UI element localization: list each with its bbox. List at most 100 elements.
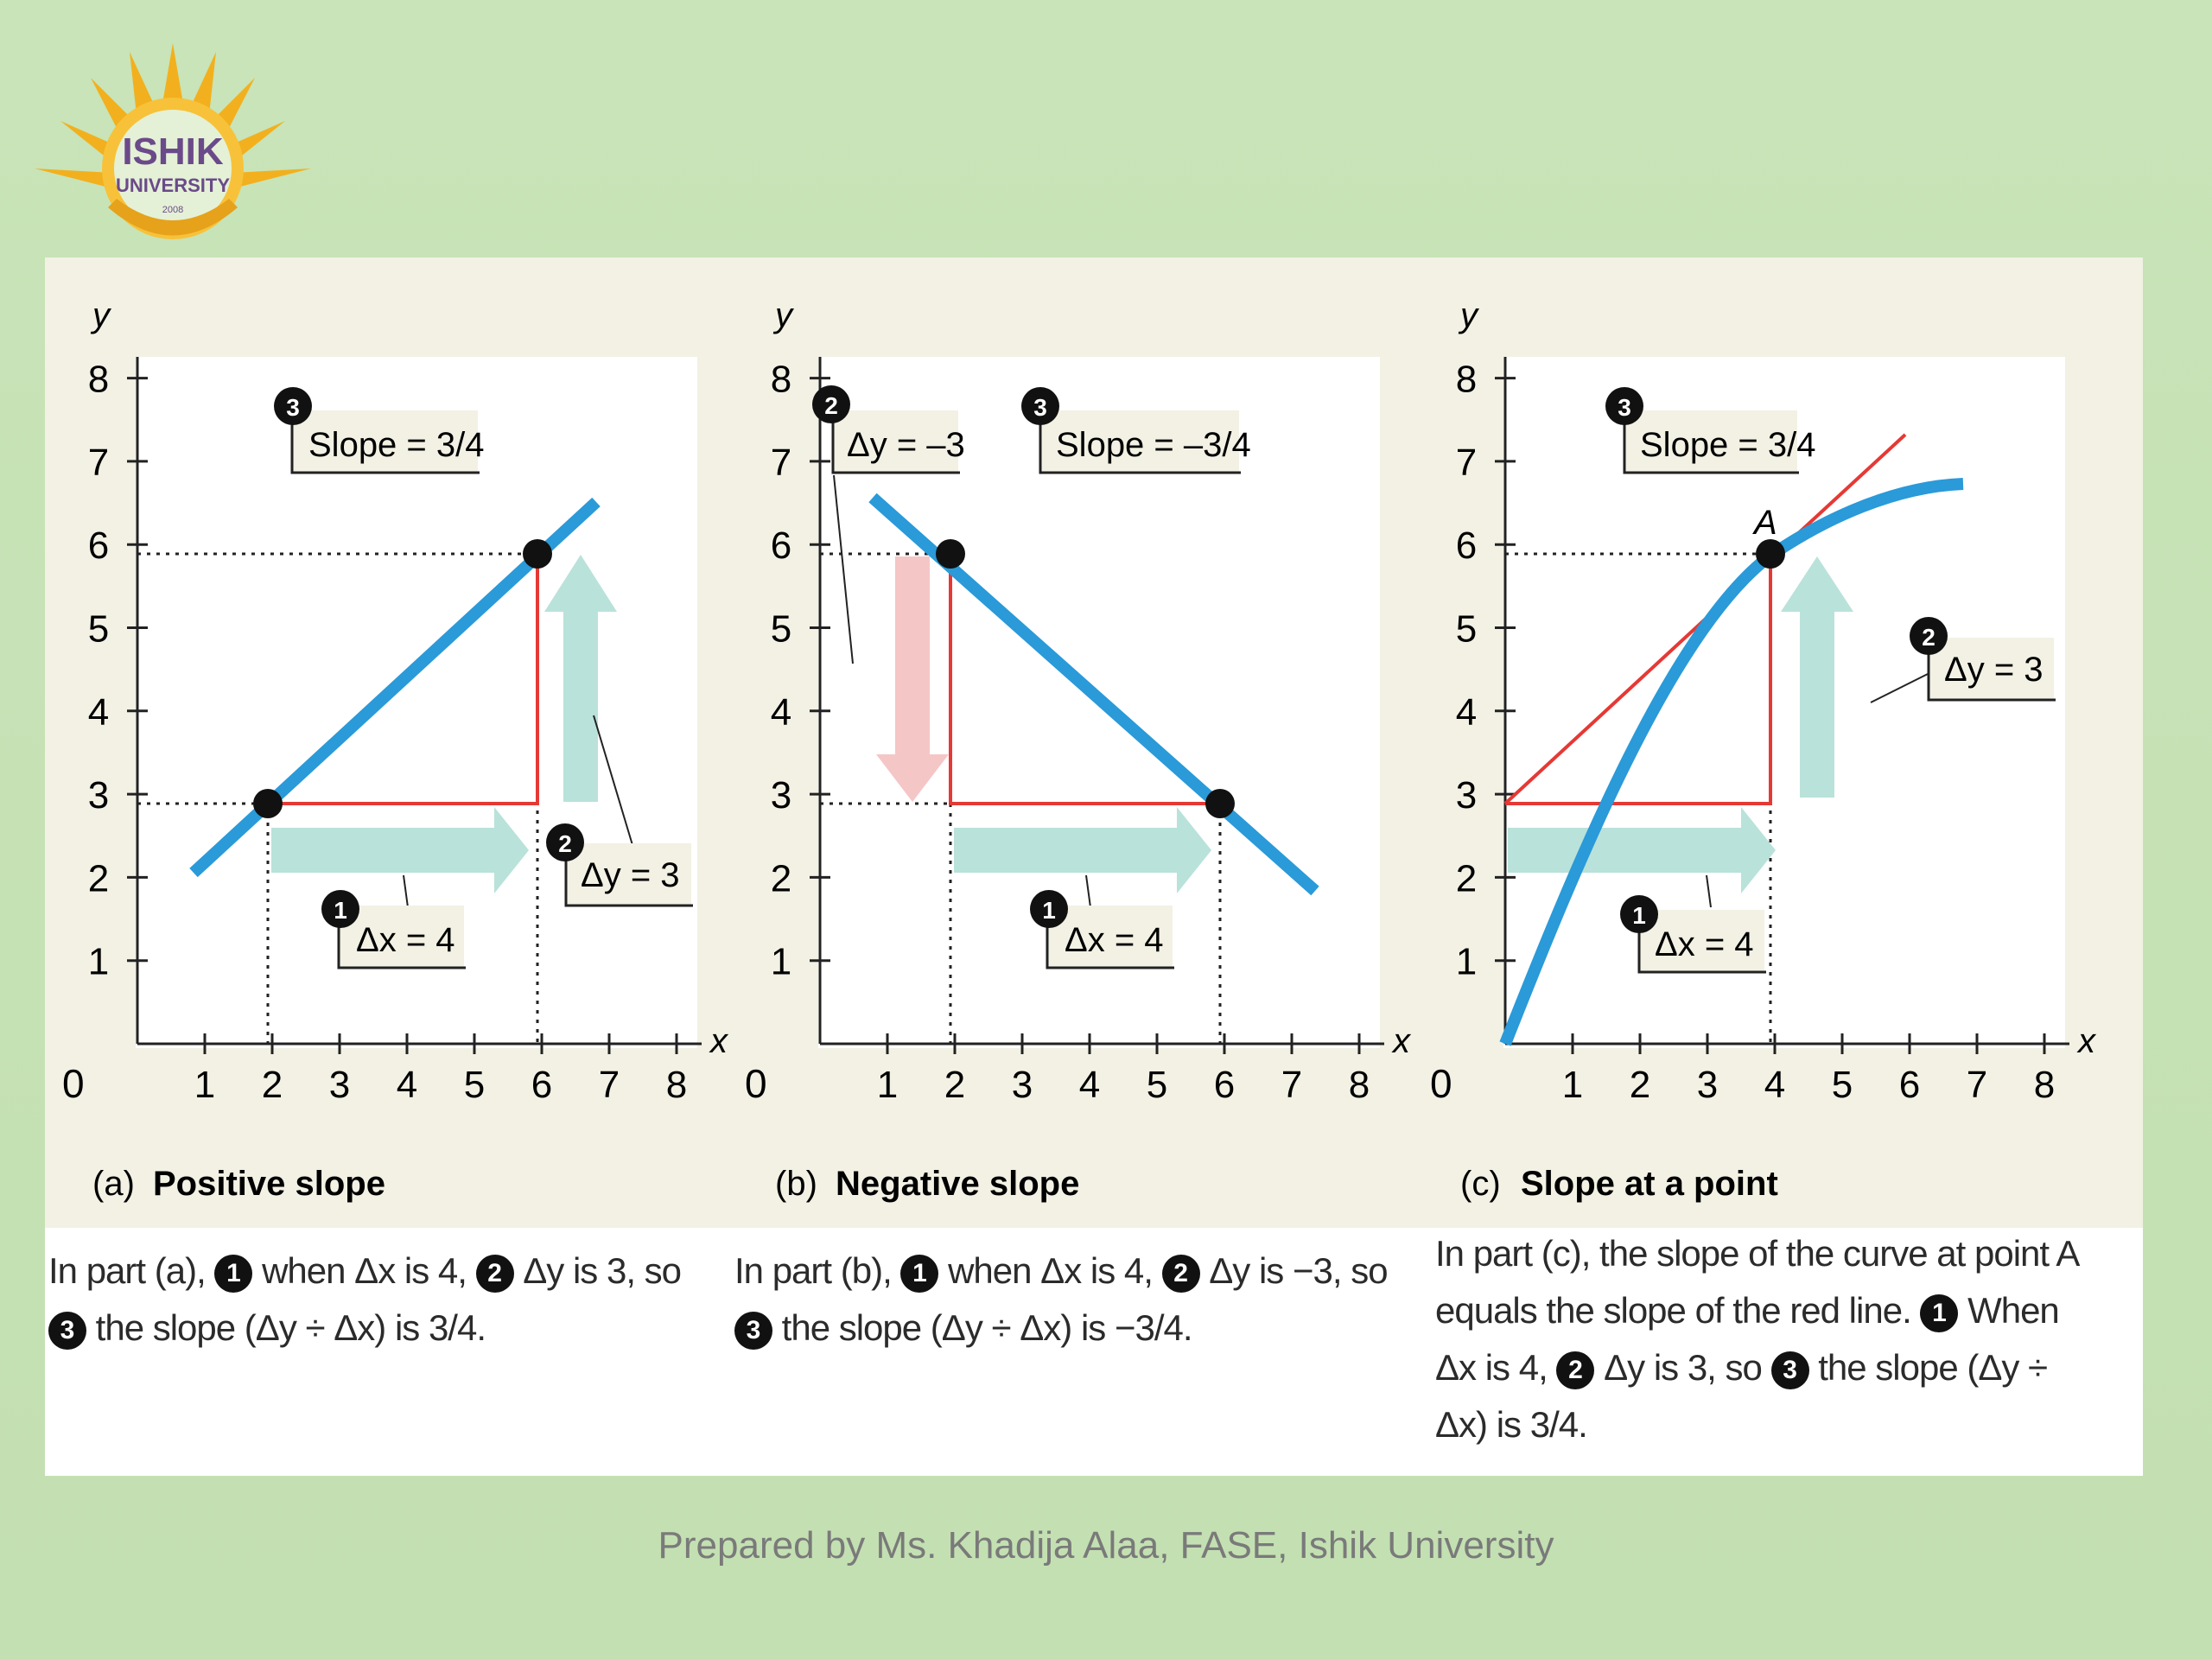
x-tick-label: 4	[397, 1064, 417, 1106]
x-tick-label: 8	[2034, 1064, 2055, 1106]
panel-title: Negative slope	[836, 1165, 1079, 1203]
x-tick-label: 3	[1697, 1064, 1718, 1106]
y-tick-label: 3	[771, 774, 791, 817]
dy-arrow	[544, 555, 617, 802]
x-tick-label: 5	[1147, 1064, 1167, 1106]
panel-title: Positive slope	[153, 1165, 385, 1203]
origin-label: 0	[1430, 1061, 1452, 1106]
caption-text: In part (b),	[734, 1250, 901, 1291]
y-tick-label: 6	[88, 524, 109, 567]
svg-text:3: 3	[286, 394, 300, 421]
y-tick-label: 6	[1456, 524, 1477, 567]
caption-text: when Δx is 4,	[938, 1250, 1162, 1291]
y-tick-label: 6	[771, 524, 791, 567]
x-tick-label: 1	[1562, 1064, 1583, 1106]
x-tick-label: 4	[1764, 1064, 1785, 1106]
y-tick-label: 4	[88, 691, 109, 734]
y-tick-label: 7	[1456, 442, 1477, 484]
y-tick-label: 3	[1456, 774, 1477, 817]
caption-text: Δy is −3, so	[1199, 1250, 1388, 1291]
caption-text: the slope (Δy ÷ Δx) is 3/4.	[1435, 1347, 2048, 1445]
x-tick-label: 2	[944, 1064, 965, 1106]
slope-label: Slope = –3/4	[1056, 426, 1251, 464]
panel-c: y x 0 1 1 2 2 3 3 4 4 5 5 6 6 7 7 8 8 A 3 Slope = 3/4	[1413, 257, 2104, 1445]
y-tick-label: 1	[1456, 941, 1477, 983]
step-number-badge: 3	[734, 1311, 772, 1350]
svg-text:UNIVERSITY: UNIVERSITY	[116, 175, 230, 196]
x-tick-label: 8	[666, 1064, 687, 1106]
step-number-badge: 1	[1920, 1294, 1959, 1332]
slope-label-box	[292, 410, 478, 473]
slope-triangle	[268, 554, 539, 805]
caption-text: When Δx is 4,	[1435, 1290, 2060, 1388]
point	[936, 539, 965, 569]
x-axis-label: x	[1391, 1022, 1412, 1060]
y-tick-label: 3	[88, 774, 109, 817]
y-tick-label: 5	[88, 608, 109, 651]
y-tick-label: 5	[771, 608, 791, 651]
slope-triangle	[949, 554, 1220, 805]
x-tick-label: 6	[1214, 1064, 1235, 1106]
caption-text: In part (c), the slope of the curve at p…	[1435, 1233, 2078, 1331]
x-tick-label: 3	[329, 1064, 350, 1106]
svg-text:ISHIK: ISHIK	[122, 130, 224, 173]
slope-triangle	[1505, 554, 1772, 805]
panel-title: Slope at a point	[1521, 1165, 1778, 1203]
slope-label: Slope = 3/4	[308, 426, 485, 464]
step-number-badge: 3	[1770, 1351, 1809, 1389]
x-tick-label: 1	[877, 1064, 898, 1106]
point	[523, 539, 552, 569]
x-tick-label: 4	[1079, 1064, 1100, 1106]
curve	[1499, 478, 1964, 1046]
y-tick-label: 1	[771, 941, 791, 983]
figure-card: y x 0 1 1 2 2 3 3 4 4 5 5 6 6 7 7 8 8 3	[45, 257, 2143, 1476]
ishik-university-logo: ISHIK UNIVERSITY 2008	[26, 26, 320, 251]
step-number-badge: 3	[48, 1311, 86, 1350]
y-tick-label: 1	[88, 941, 109, 983]
svg-text:3: 3	[1033, 394, 1047, 421]
x-tick-label: 6	[531, 1064, 552, 1106]
caption-b: In part (b), 1 when Δx is 4, 2 Δy is −3,…	[734, 1243, 1408, 1357]
x-tick-label: 3	[1012, 1064, 1033, 1106]
point-a-label: A	[1752, 504, 1777, 542]
panel-prefix: (b)	[775, 1165, 817, 1203]
step-number-badge: 1	[900, 1254, 939, 1293]
origin-label: 0	[745, 1061, 767, 1106]
x-tick-label: 2	[1630, 1064, 1650, 1106]
dy-label: Δy = –3	[847, 426, 965, 464]
svg-text:1: 1	[1632, 902, 1646, 929]
x-axis-label: x	[2076, 1022, 2097, 1060]
step-number-badge: 2	[1161, 1254, 1200, 1293]
y-tick-label: 2	[1456, 857, 1477, 899]
dx-label: Δx = 4	[1065, 921, 1164, 959]
svg-text:2: 2	[824, 392, 838, 419]
x-tick-label: 6	[1899, 1064, 1920, 1106]
x-tick-label: 1	[194, 1064, 215, 1106]
point-a	[1756, 539, 1785, 569]
point	[1205, 789, 1235, 818]
y-tick-label: 7	[771, 442, 791, 484]
svg-text:1: 1	[1042, 897, 1056, 924]
svg-text:1: 1	[334, 897, 347, 924]
step-number-badge: 2	[475, 1254, 514, 1293]
caption-c: In part (c), the slope of the curve at p…	[1435, 1225, 2092, 1453]
tick-labels: 1 1 2 2 3 3 4 4 5 5 6 6 7 7 8 8	[1456, 359, 2055, 1106]
dy-label: Δy = 3	[1944, 651, 2044, 689]
caption-text: Δy is 3, so	[513, 1250, 682, 1291]
caption-text: the slope (Δy ÷ Δx) is −3/4.	[772, 1307, 1193, 1348]
y-axis-label: y	[1458, 296, 1480, 334]
caption-text: when Δx is 4,	[252, 1250, 476, 1291]
caption-a: In part (a), 1 when Δx is 4, 2 Δy is 3, …	[48, 1243, 722, 1357]
y-axis-label: y	[90, 296, 112, 334]
x-tick-label: 5	[1832, 1064, 1853, 1106]
caption-text: In part (a),	[48, 1250, 215, 1291]
x-tick-label: 8	[1349, 1064, 1370, 1106]
step-number-badge: 1	[214, 1254, 253, 1293]
dx-label: Δx = 4	[356, 921, 455, 959]
caption-text: Δy is 3, so	[1594, 1347, 1771, 1388]
slope-label: Slope = 3/4	[1640, 426, 1816, 464]
point	[253, 789, 283, 818]
step-number-badge: 2	[1556, 1351, 1595, 1389]
dx-label: Δx = 4	[1655, 925, 1754, 963]
